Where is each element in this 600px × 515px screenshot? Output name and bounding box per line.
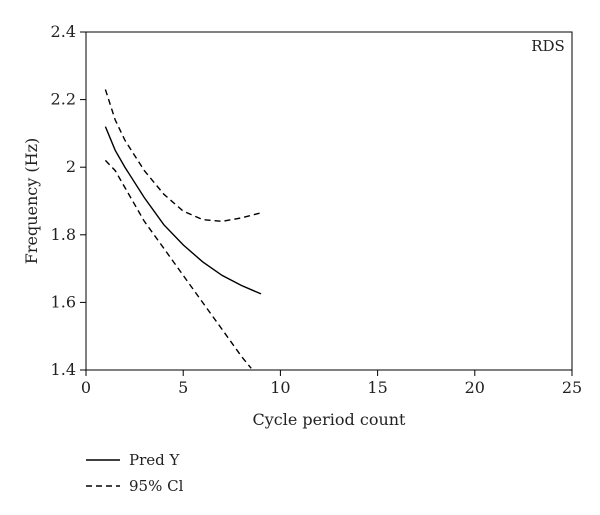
y-axis-title: Frequency (Hz) (22, 138, 41, 265)
x-axis-title: Cycle period count (253, 410, 407, 429)
x-tick-label: 0 (81, 378, 91, 397)
chart-annotation: RDS (531, 37, 565, 55)
y-tick-label: 2.4 (51, 22, 76, 41)
series-layer (104, 89, 262, 369)
x-tick-label: 15 (367, 378, 387, 397)
x-axis-ticks: 0 5 10 15 20 25 (81, 370, 582, 397)
y-axis-ticks: 1.4 1.6 1.8 2 2.2 2.4 (51, 22, 86, 379)
legend-label: Pred Y (129, 451, 181, 469)
x-tick-label: 10 (270, 378, 290, 397)
x-tick-label: 20 (465, 378, 485, 397)
ci-line-1 (104, 89, 262, 223)
y-tick-label: 1.8 (51, 225, 76, 244)
y-tick-label: 1.6 (51, 292, 76, 311)
y-tick-label: 2.2 (51, 90, 76, 109)
y-tick-label: 1.4 (51, 360, 76, 379)
x-tick-label: 5 (178, 378, 188, 397)
legend: Pred Y 95% Cl (86, 451, 184, 495)
x-tick-label: 25 (562, 378, 582, 397)
pred-y-line (104, 126, 262, 295)
legend-label: 95% Cl (129, 477, 184, 495)
ci-line-2 (104, 159, 252, 369)
y-tick-label: 2 (66, 157, 76, 176)
plot-frame (85, 31, 573, 371)
